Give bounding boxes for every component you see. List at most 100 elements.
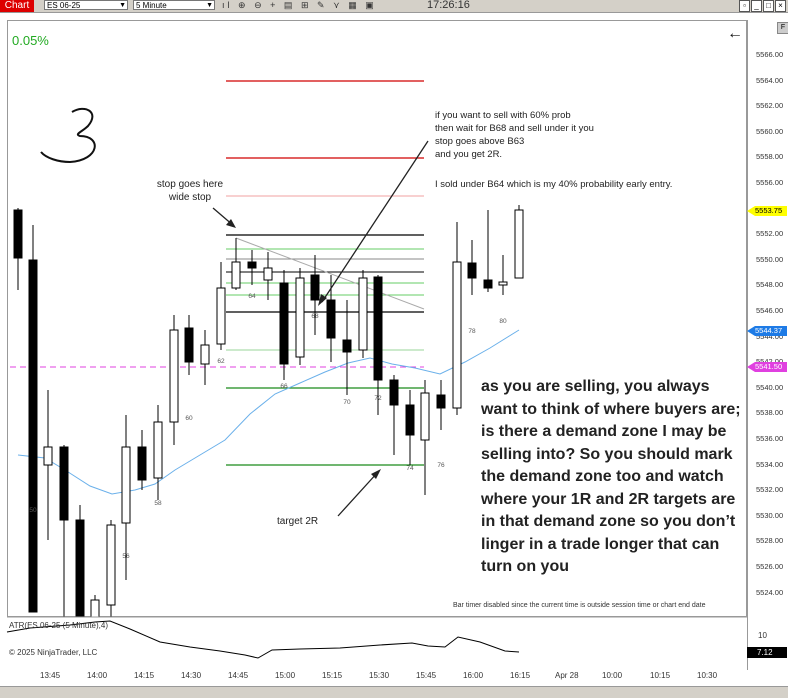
maximize-icon[interactable]: □ — [763, 0, 774, 12]
candle[interactable] — [310, 255, 320, 335]
drawing-icon[interactable]: ✎ — [317, 0, 328, 10]
stop-note: stop goes here wide stop — [153, 178, 227, 204]
candle[interactable] — [405, 390, 415, 465]
instrument-value: ES 06-25 — [47, 1, 81, 10]
bar-number-label: 78 — [468, 328, 476, 335]
bear-candle-body — [467, 262, 477, 279]
candle[interactable] — [106, 520, 116, 617]
price-tick-label: 5564.00 — [756, 75, 784, 85]
price-tick-label: 5546.00 — [756, 306, 784, 315]
time-tick-label: 14:15 — [134, 671, 155, 680]
bear-candle-body — [28, 259, 38, 613]
bear-candle-body — [436, 394, 446, 409]
crosshair-icon[interactable]: + — [270, 0, 279, 10]
atr-value-flag: 7.12 — [747, 647, 787, 658]
close-icon[interactable]: × — [775, 0, 786, 12]
time-tick-label: 15:00 — [275, 671, 296, 680]
bull-candle-body — [358, 277, 368, 351]
bear-candle-body — [373, 276, 383, 381]
trend-line[interactable] — [235, 237, 425, 310]
window-icon[interactable]: ▫ — [739, 0, 750, 12]
bear-candle-body — [279, 282, 289, 365]
bar-number-label: 62 — [217, 358, 225, 365]
zoom-in-icon[interactable]: ⊕ — [238, 0, 249, 10]
candle[interactable] — [279, 270, 289, 380]
time-tick-label: 14:00 — [87, 671, 108, 680]
bull-candle-body — [514, 209, 524, 279]
bull-candle-body — [200, 344, 210, 365]
price-axis[interactable] — [747, 20, 788, 670]
axis-scroll-icon[interactable]: F — [777, 22, 788, 34]
time-tick-label: 10:00 — [602, 671, 623, 680]
candle[interactable] — [200, 330, 210, 385]
candle[interactable] — [436, 380, 446, 430]
ema-line — [17, 329, 520, 495]
candle[interactable] — [373, 275, 383, 415]
toolbar-icons: ıl ⊕ ⊖ + ▤ ⊞ ✎ ⋎ ▦ ▣ — [222, 0, 377, 11]
candle[interactable] — [467, 240, 477, 295]
candle[interactable] — [184, 315, 194, 375]
candle[interactable] — [231, 238, 241, 290]
bar-style-icon[interactable]: ıl — [222, 0, 233, 10]
candle[interactable] — [216, 262, 226, 350]
bull-candle-body — [216, 287, 226, 345]
time-tick-label: 10:30 — [697, 671, 718, 680]
candle[interactable] — [342, 300, 352, 395]
time-tick-label: Apr 28 — [555, 671, 579, 680]
price-tick-label: 5562.00 — [756, 101, 784, 111]
candle[interactable] — [90, 595, 100, 618]
dashed-level-flag: 5541.50 — [747, 362, 787, 372]
properties-icon[interactable]: ▤ — [283, 0, 296, 10]
price-tick-label: 5536.00 — [756, 434, 784, 443]
candle[interactable] — [483, 210, 493, 292]
horizontal-scrollbar[interactable] — [0, 686, 788, 698]
candle[interactable] — [514, 205, 524, 279]
bar-number-label: 70 — [343, 399, 351, 406]
price-tick-label: 5550.00 — [756, 254, 784, 264]
candle[interactable] — [169, 315, 179, 445]
price-tick-label: 5560.00 — [756, 126, 784, 136]
time-tick-label: 16:15 — [510, 671, 531, 680]
strategy-icon[interactable]: ⊞ — [300, 0, 312, 10]
bear-candle-body — [389, 379, 399, 406]
candle[interactable] — [59, 445, 69, 617]
handwritten-three — [40, 107, 96, 164]
atr-scale-label: 10 — [758, 631, 767, 640]
bar-number-label: 72 — [374, 395, 382, 402]
bull-candle-body — [121, 446, 131, 524]
chart-menu-button[interactable]: Chart — [0, 0, 34, 12]
back-arrow-icon[interactable]: ← — [727, 25, 743, 42]
candle[interactable] — [153, 405, 163, 500]
candle[interactable] — [28, 225, 38, 613]
bar-number-label: 56 — [122, 553, 130, 560]
candle[interactable] — [295, 268, 305, 365]
time-tick-label: 15:15 — [322, 671, 343, 680]
candle[interactable] — [137, 430, 147, 490]
bear-candle-body — [13, 209, 23, 259]
candle[interactable] — [247, 250, 257, 285]
candle[interactable] — [121, 415, 131, 580]
candle[interactable] — [420, 380, 430, 495]
early-entry-note: I sold under B64 which is my 40% probabi… — [435, 179, 673, 190]
minimize-icon[interactable]: _ — [751, 0, 762, 12]
indicator-icon[interactable]: ⋎ — [333, 0, 343, 10]
candle[interactable] — [452, 222, 462, 415]
candle[interactable] — [75, 505, 85, 618]
candle[interactable] — [498, 255, 508, 295]
lock-icon[interactable]: ▣ — [365, 0, 377, 10]
change-percent: 0.05% — [12, 33, 49, 48]
interval-selector[interactable]: 5 Minute ▼ — [133, 0, 215, 10]
candle[interactable] — [358, 270, 368, 358]
candle[interactable] — [389, 375, 399, 455]
chevron-down-icon: ▼ — [206, 2, 213, 9]
clock-display: 17:26:16 — [427, 0, 470, 11]
instrument-selector[interactable]: ES 06-25 ▼ — [44, 0, 128, 10]
candle[interactable] — [263, 252, 273, 300]
time-tick-label: 15:30 — [369, 671, 390, 680]
zoom-out-icon[interactable]: ⊖ — [254, 0, 265, 10]
demand-zone-note: as you are selling, you always want to t… — [481, 378, 741, 575]
candle[interactable] — [13, 208, 23, 290]
ema-price-flag: 5544.37 — [747, 326, 787, 336]
data-box-icon[interactable]: ▦ — [348, 0, 360, 10]
candle[interactable] — [43, 390, 53, 540]
